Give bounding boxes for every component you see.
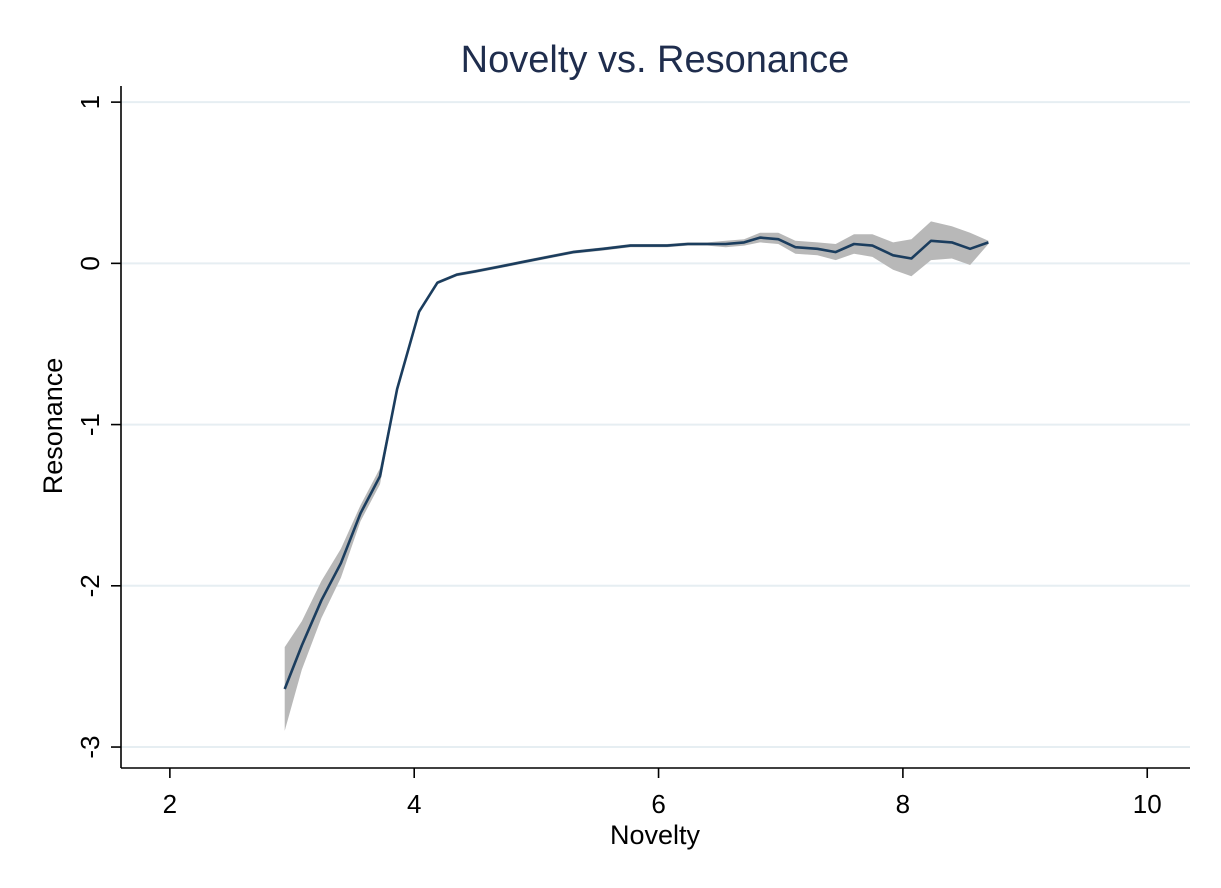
- confidence-band: [284, 221, 989, 731]
- x-tick-label: 8: [896, 789, 910, 819]
- x-axis-label: Novelty: [610, 820, 701, 850]
- x-tick-label: 4: [407, 789, 421, 819]
- y-tick-label: 1: [75, 95, 105, 109]
- y-tick-label: 0: [75, 256, 105, 270]
- x-axis-ticks: 2 4 6 8 10: [163, 768, 1162, 819]
- x-tick-label: 6: [651, 789, 665, 819]
- y-tick-label: -1: [75, 413, 105, 436]
- grid-lines: [121, 101, 1190, 749]
- y-axis-ticks: 1 0 -1 -2 -3: [75, 95, 121, 759]
- chart-title: Novelty vs. Resonance: [461, 39, 850, 81]
- x-tick-label: 2: [163, 789, 177, 819]
- y-tick-label: -3: [75, 735, 105, 758]
- series-line: [283, 236, 989, 690]
- y-tick-label: -2: [75, 574, 105, 597]
- x-tick-label: 10: [1133, 789, 1162, 819]
- y-axis-label: Resonance: [38, 358, 68, 495]
